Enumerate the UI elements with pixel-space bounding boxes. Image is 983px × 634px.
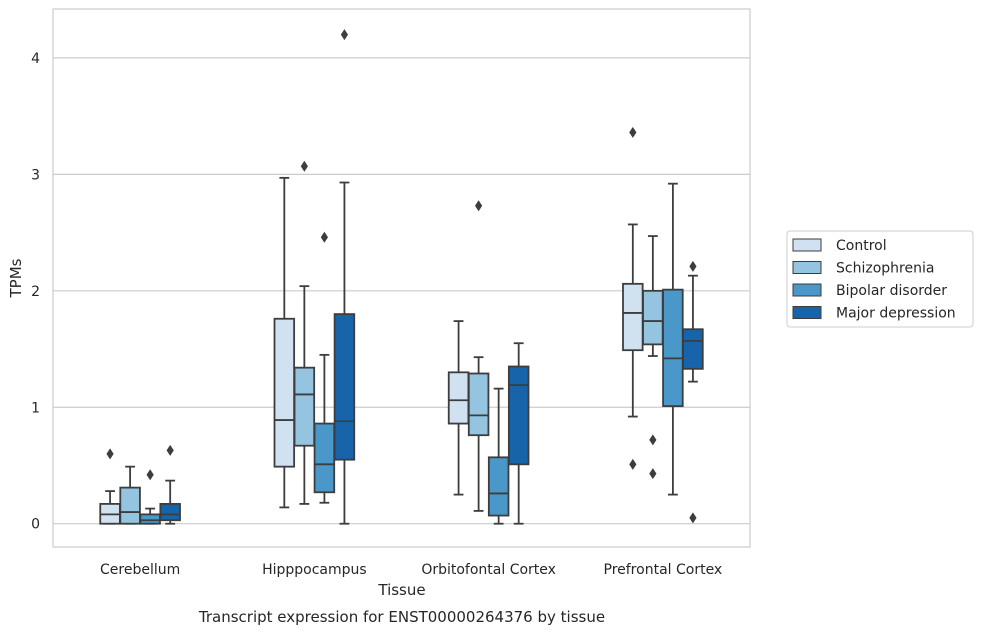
outlier-marker <box>300 160 308 172</box>
y-tick-labels: 0 1 2 3 4 <box>31 51 40 533</box>
x-tick-label: Prefrontal Cortex <box>604 562 723 578</box>
box-0-0 <box>99 448 121 525</box>
legend-label: Control <box>836 238 887 254</box>
legend: Control Schizophrenia Bipolar disorder Majo… <box>786 230 974 328</box>
box-3-0 <box>159 444 181 525</box>
box-3-2 <box>507 342 530 525</box>
box-iqr <box>642 289 664 346</box>
outlier-marker <box>649 434 657 446</box>
y-tick-label: 2 <box>31 284 40 300</box>
y-tick-label: 0 <box>31 517 40 533</box>
outlier-marker <box>475 200 483 212</box>
box-iqr <box>293 366 316 447</box>
outlier-marker <box>166 444 174 456</box>
legend-swatch <box>792 261 822 274</box>
box-iqr <box>273 317 296 468</box>
plot-frame <box>52 8 751 548</box>
outlier-marker <box>106 448 114 460</box>
outlier-marker <box>689 260 697 272</box>
legend-swatch <box>792 306 822 319</box>
box-iqr <box>467 372 490 437</box>
box-iqr <box>622 282 644 352</box>
box-iqr <box>507 365 530 466</box>
box-2-0 <box>139 469 161 525</box>
box-iqr <box>139 513 161 525</box>
legend-frame <box>786 230 974 328</box>
box-1-2 <box>467 200 490 512</box>
legend-swatch <box>792 283 822 297</box>
box-iqr <box>333 313 356 461</box>
box-0-2 <box>447 320 470 496</box>
box-2-3 <box>662 182 684 496</box>
chart-caption: Transcript expression for ENST0000026437… <box>198 608 605 626</box>
x-tick-label: Hipppocampus <box>262 562 367 578</box>
y-tick-label: 3 <box>31 167 40 183</box>
y-tick-label: 1 <box>31 400 40 416</box>
box-iqr <box>119 486 141 525</box>
outlier-marker <box>320 231 328 243</box>
box-iqr <box>447 371 470 425</box>
x-tick-label: Orbitofontal Cortex <box>421 562 556 578</box>
outlier-marker <box>629 458 637 470</box>
outlier-marker <box>146 469 154 481</box>
legend-label: Bipolar disorder <box>836 283 947 299</box>
x-tick-label: Cerebellum <box>100 562 180 578</box>
box-2-1 <box>313 231 336 504</box>
legend-swatch <box>792 238 822 252</box>
box-1-1 <box>293 160 316 505</box>
outlier-marker <box>649 468 657 480</box>
y-tick-label: 4 <box>31 51 40 67</box>
y-axis-label: TPMs <box>7 258 25 298</box>
box-iqr <box>159 503 181 522</box>
x-tick-labels: Cerebellum Hipppocampus Orbitofontal Corte… <box>100 562 722 578</box>
box-1-0 <box>119 465 141 525</box>
box-2-2 <box>487 387 510 525</box>
box-iqr <box>682 328 704 370</box>
outlier-marker <box>689 512 697 524</box>
box-3-1 <box>333 29 356 525</box>
box-iqr <box>662 288 684 407</box>
box-iqr <box>487 456 510 517</box>
outlier-marker <box>629 126 637 138</box>
outlier-marker <box>340 29 349 41</box>
x-axis-label: Tissue <box>377 581 425 599</box>
legend-label: Major depression <box>836 306 956 322</box>
boxes-layer <box>99 29 704 525</box>
legend-label: Schizophrenia <box>836 261 934 277</box>
box-iqr <box>313 422 336 494</box>
box-3-3 <box>682 260 704 524</box>
